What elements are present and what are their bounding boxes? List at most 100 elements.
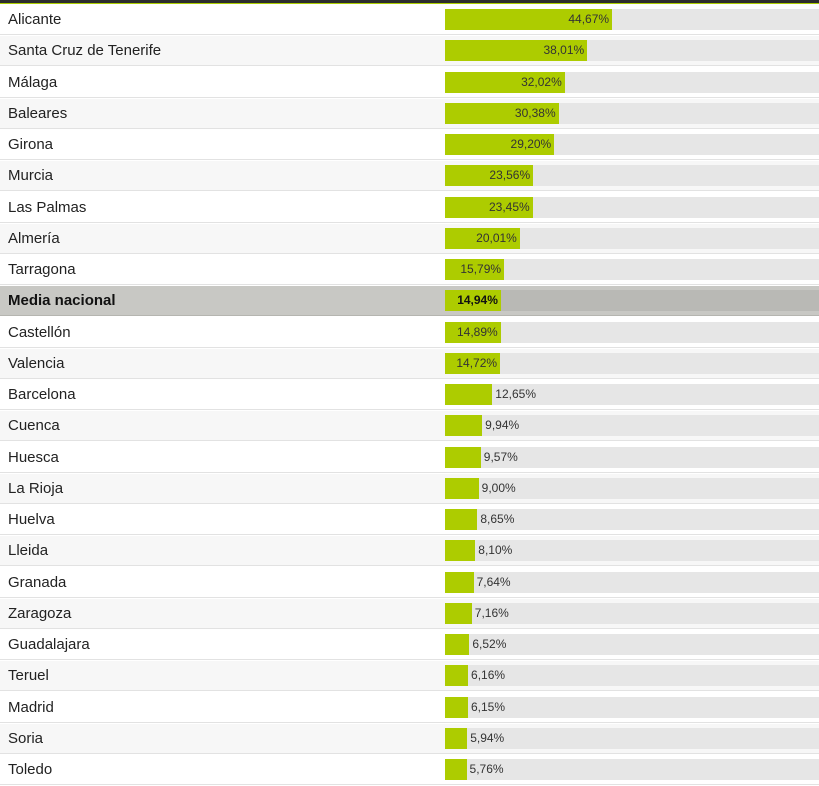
bar — [445, 477, 479, 499]
bar-track: 5,94% — [445, 727, 819, 749]
category-label: Cuenca — [8, 417, 60, 435]
value-label: 8,65% — [480, 512, 515, 526]
value-label: 14,94% — [457, 293, 498, 308]
table-row: Murcia 23,56% — [0, 161, 819, 192]
value-label: 23,56% — [489, 168, 531, 183]
bar-track: 6,52% — [445, 634, 819, 655]
table-row: Baleares 30,38% — [0, 98, 819, 129]
table-row: Huesca 9,57% — [0, 442, 819, 473]
bar-track: 23,56% — [445, 165, 819, 187]
bar-track: 29,20% — [445, 134, 819, 155]
bar — [445, 165, 534, 187]
value-label: 7,64% — [476, 574, 511, 589]
table-row: La Rioja 9,00% — [0, 473, 819, 504]
bar — [445, 540, 476, 562]
table-row: Cuenca 9,94% — [0, 411, 819, 442]
bar — [445, 352, 501, 374]
value-label: 7,16% — [474, 605, 509, 620]
table-row: Madrid 6,15% — [0, 692, 819, 723]
bar-track: 15,79% — [445, 259, 819, 280]
table-row: Málaga 32,02% — [0, 67, 819, 98]
value-label: 23,45% — [489, 199, 530, 214]
bar-track: 7,16% — [445, 602, 819, 624]
table-row: Huelva 8,65% — [0, 505, 819, 535]
bar — [445, 321, 501, 343]
table-row: Alicante 44,67% — [0, 5, 819, 35]
table-row: Toledo 5,76% — [0, 755, 819, 785]
bar-track: 9,57% — [445, 446, 819, 468]
value-label: 9,57% — [483, 449, 518, 464]
bar-track: 44,67% — [445, 9, 819, 30]
category-label: Girona — [8, 136, 54, 153]
value-label: 14,72% — [456, 355, 498, 370]
bar — [445, 196, 533, 218]
category-label: Guadalajara — [8, 636, 90, 653]
bar-track: 30,38% — [445, 102, 819, 124]
bar-track: 12,65% — [445, 384, 819, 405]
table-row: Lleida 8,10% — [0, 536, 819, 567]
category-label: Media nacional — [8, 292, 116, 310]
category-label: Almería — [8, 229, 60, 247]
bar — [445, 134, 555, 155]
category-label: Toledo — [8, 761, 53, 778]
bar — [445, 696, 468, 718]
category-label: Murcia — [8, 167, 54, 185]
category-label: La Rioja — [8, 479, 64, 497]
value-label: 30,38% — [514, 105, 556, 120]
bar — [445, 727, 468, 749]
category-label: Tarragona — [8, 261, 76, 278]
table-row-national-average: Media nacional 14,94% — [0, 286, 819, 317]
bar-track: 9,00% — [445, 477, 819, 499]
bar-track: 14,72% — [445, 352, 819, 374]
category-label: Barcelona — [8, 386, 76, 403]
category-label: Valencia — [8, 354, 65, 372]
value-label: 20,01% — [476, 230, 517, 245]
table-row: Castellón 14,89% — [0, 317, 819, 348]
bar — [445, 227, 520, 249]
value-label: 9,94% — [485, 418, 520, 433]
value-label: 6,16% — [471, 668, 506, 683]
bar-track: 14,94% — [445, 290, 819, 312]
bar-track: 14,89% — [445, 321, 819, 343]
table-row: Teruel 6,16% — [0, 661, 819, 692]
bar-track: 8,65% — [445, 509, 819, 530]
value-label: 6,52% — [472, 637, 507, 651]
table-row: Granada 7,64% — [0, 567, 819, 598]
category-label: Zaragoza — [8, 604, 72, 622]
bar-track: 38,01% — [445, 40, 819, 62]
category-label: Las Palmas — [8, 198, 87, 216]
value-label: 14,89% — [457, 324, 498, 339]
value-label: 5,94% — [470, 730, 505, 745]
table-row: Soria 5,94% — [0, 723, 819, 754]
category-label: Soria — [8, 729, 44, 747]
value-label: 29,20% — [510, 137, 552, 151]
table-row: Zaragoza 7,16% — [0, 598, 819, 629]
bar — [445, 602, 472, 624]
category-label: Málaga — [8, 73, 58, 91]
table-row: Las Palmas 23,45% — [0, 192, 819, 223]
category-label: Huesca — [8, 448, 59, 466]
table-row: Valencia 14,72% — [0, 348, 819, 379]
bar — [445, 9, 613, 30]
bar — [445, 290, 501, 312]
category-label: Granada — [8, 573, 67, 591]
value-label: 32,02% — [521, 74, 562, 89]
table-row: Santa Cruz de Tenerife 38,01% — [0, 36, 819, 67]
value-label: 9,00% — [481, 480, 516, 495]
value-label: 12,65% — [495, 387, 536, 401]
bar-track: 6,15% — [445, 696, 819, 718]
bar — [445, 415, 483, 437]
bar-track: 6,16% — [445, 665, 819, 687]
value-label: 6,15% — [471, 699, 506, 714]
bar-track: 20,01% — [445, 227, 819, 249]
bar — [445, 384, 493, 405]
table-row: Girona 29,20% — [0, 130, 819, 160]
bar — [445, 446, 481, 468]
value-label: 38,01% — [543, 43, 585, 58]
bar-track: 9,94% — [445, 415, 819, 437]
bar-track: 5,76% — [445, 759, 819, 780]
bar — [445, 759, 467, 780]
bar — [445, 665, 469, 687]
bar — [445, 259, 505, 280]
value-label: 8,10% — [478, 543, 513, 558]
